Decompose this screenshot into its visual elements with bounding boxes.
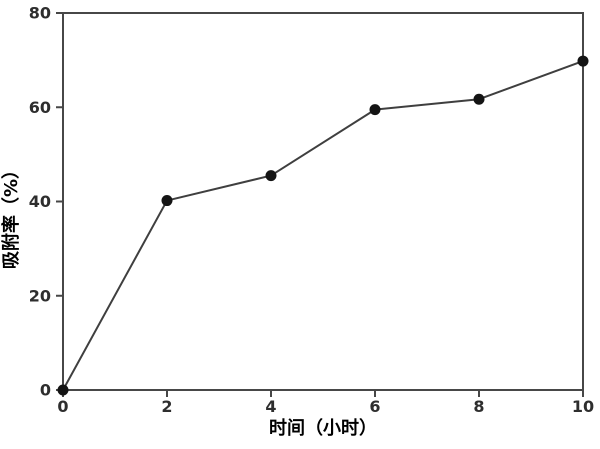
x-tick-label: 0 xyxy=(57,397,68,416)
y-tick-label: 80 xyxy=(29,4,51,23)
data-point xyxy=(161,195,173,207)
x-tick-label: 8 xyxy=(473,397,484,416)
x-tick-label: 6 xyxy=(369,397,380,416)
data-point xyxy=(265,170,277,182)
y-tick-label: 20 xyxy=(29,286,51,305)
x-tick-label: 2 xyxy=(161,397,172,416)
y-tick-label: 0 xyxy=(40,381,51,400)
plot-area: 0 2 4 6 8 10 0 20 40 60 80 xyxy=(29,4,594,417)
plot-frame xyxy=(62,12,584,391)
x-axis-title: 时间（小时） xyxy=(269,418,377,439)
y-tick-label: 40 xyxy=(29,192,51,211)
x-tick-label: 10 xyxy=(572,397,594,416)
data-point xyxy=(473,93,485,105)
data-point xyxy=(577,55,589,67)
data-line xyxy=(62,60,584,391)
data-point xyxy=(369,104,381,116)
y-tick-label: 60 xyxy=(29,98,51,117)
x-tick-label: 4 xyxy=(265,397,276,416)
data-point xyxy=(57,384,69,396)
y-axis-title: 吸附率（%） xyxy=(0,161,22,269)
